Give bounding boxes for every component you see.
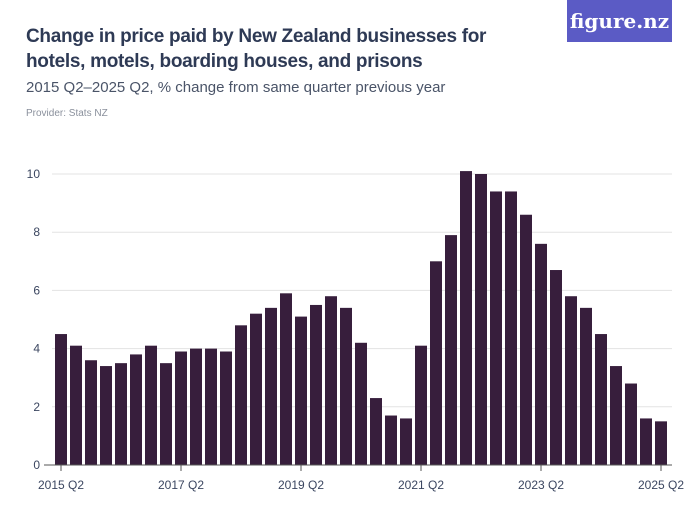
bar (130, 354, 142, 465)
bar (430, 261, 442, 465)
x-tick-label: 2021 Q2 (398, 478, 444, 492)
bar (505, 191, 517, 465)
y-tick-label: 0 (33, 458, 40, 472)
bar (85, 360, 97, 465)
bar (175, 351, 187, 465)
bar (580, 307, 592, 465)
bar (385, 415, 397, 465)
x-tick-label: 2025 Q2 (638, 478, 684, 492)
bar (520, 214, 532, 465)
bar (610, 366, 622, 465)
bar (145, 345, 157, 465)
bar (220, 351, 232, 465)
bar (550, 270, 562, 465)
bar (535, 243, 547, 465)
bar (655, 421, 667, 465)
y-tick-label: 10 (27, 167, 41, 181)
bar (640, 418, 652, 465)
figure-nz-logo[interactable]: figure.nz (567, 0, 672, 42)
bar (160, 363, 172, 465)
chart-subtitle: 2015 Q2–2025 Q2, % change from same quar… (26, 79, 446, 96)
y-tick-label: 8 (33, 225, 40, 239)
x-tick-label: 2023 Q2 (518, 478, 564, 492)
bar (355, 342, 367, 465)
chart-title: Change in price paid by New Zealand busi… (26, 26, 487, 72)
bar (370, 398, 382, 465)
provider-label: Provider: Stats NZ (26, 108, 108, 119)
bar (490, 191, 502, 465)
y-tick-label: 2 (33, 400, 40, 414)
bar (400, 418, 412, 465)
bar (250, 313, 262, 465)
bar (55, 334, 67, 465)
bar (415, 345, 427, 465)
bar (265, 307, 277, 465)
y-tick-label: 4 (33, 342, 40, 356)
bar (625, 383, 637, 465)
x-tick-label: 2017 Q2 (158, 478, 204, 492)
bar (235, 325, 247, 465)
bar (475, 174, 487, 465)
bar (100, 366, 112, 465)
bar (460, 171, 472, 465)
bar (565, 296, 577, 465)
bar (70, 345, 82, 465)
x-tick-label: 2015 Q2 (38, 478, 84, 492)
bar (205, 348, 217, 465)
bar (445, 235, 457, 465)
bar (280, 293, 292, 465)
bar (595, 334, 607, 465)
x-tick-label: 2019 Q2 (278, 478, 324, 492)
bar (340, 307, 352, 465)
bar (115, 363, 127, 465)
y-tick-label: 6 (33, 283, 40, 297)
bar (310, 304, 322, 465)
bar (295, 316, 307, 465)
bar (190, 348, 202, 465)
bar (325, 296, 337, 465)
